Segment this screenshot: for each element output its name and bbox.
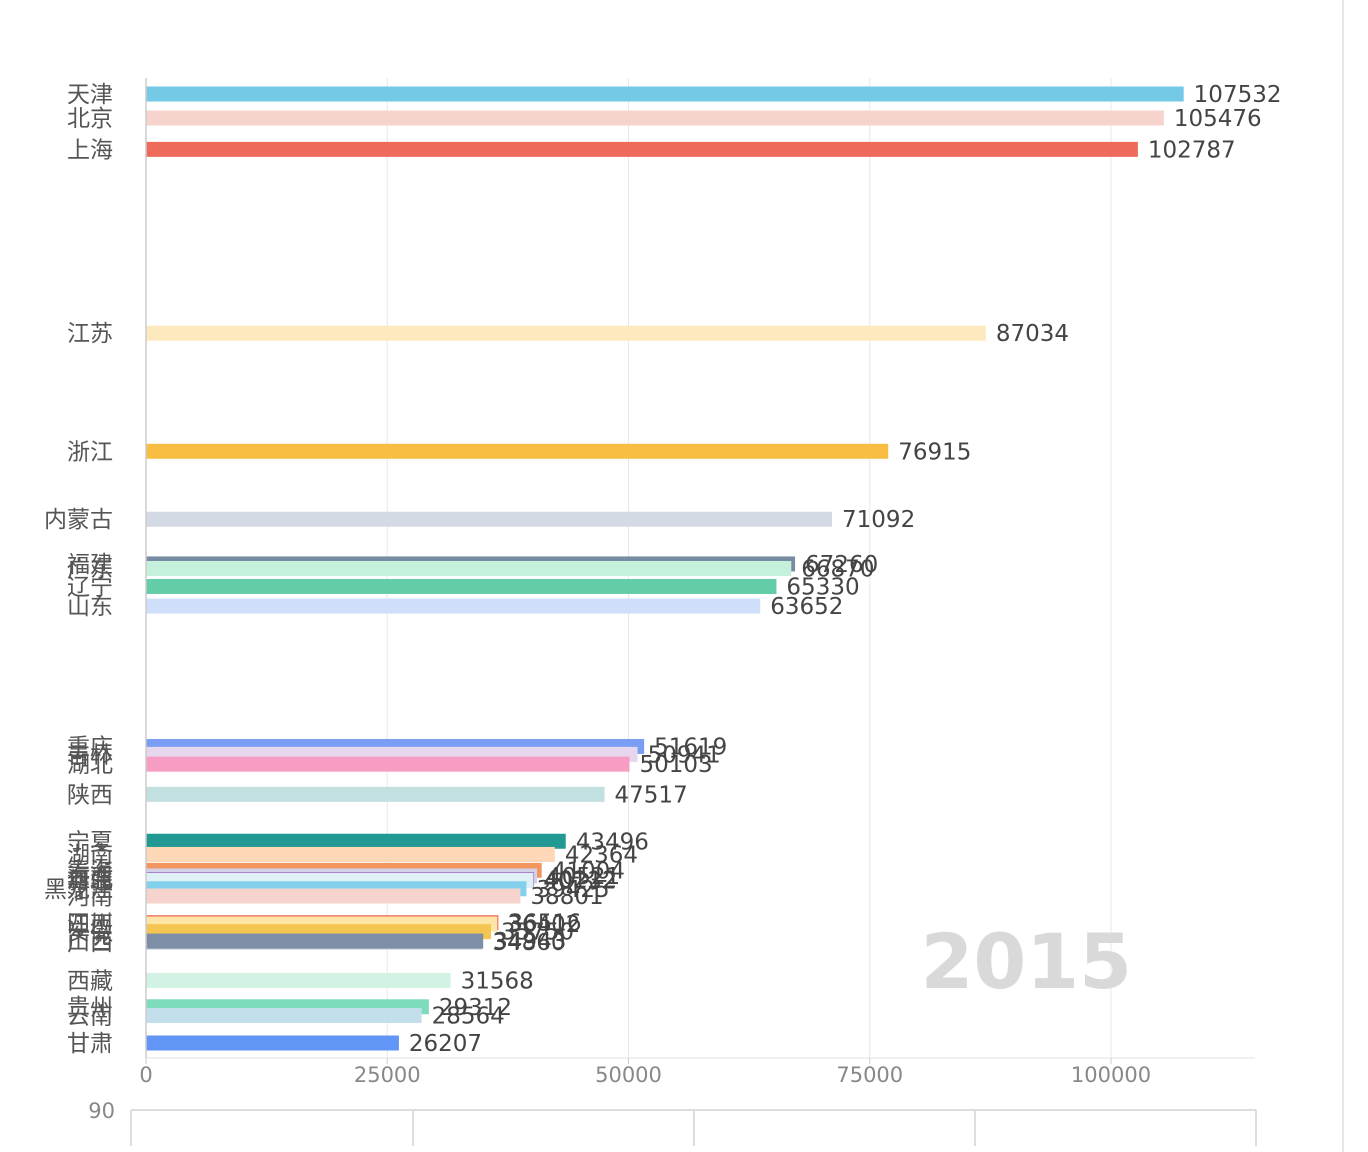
value-label: 40132 (543, 869, 616, 895)
x-tick-label: 25000 (354, 1063, 421, 1087)
bar[interactable] (146, 1007, 422, 1023)
x-tick-label: 75000 (836, 1063, 903, 1087)
category-label: 四川 (67, 911, 113, 937)
value-label: 105476 (1174, 106, 1262, 132)
x-axis-ticks: 0 25000 50000 75000 100000 (139, 1058, 1151, 1087)
value-label: 67260 (805, 552, 878, 578)
bar[interactable] (146, 141, 1138, 157)
bar[interactable] (146, 933, 484, 949)
year-label: 2015 (920, 917, 1132, 1006)
category-label: 湖南 (67, 842, 113, 868)
category-label: 甘肃 (67, 1031, 113, 1057)
bar[interactable] (146, 598, 761, 614)
value-label: 35750 (501, 920, 574, 946)
category-label: 江苏 (67, 321, 113, 347)
value-label: 36516 (508, 911, 581, 937)
bar[interactable] (146, 511, 833, 527)
bar[interactable] (146, 756, 630, 772)
category-label: 新疆 (67, 869, 113, 895)
category-label: 宁夏 (67, 829, 113, 855)
category-label: 安徽 (67, 920, 113, 946)
value-label: 107532 (1194, 82, 1282, 108)
value-label: 102787 (1148, 137, 1236, 163)
category-label: 浙江 (67, 439, 113, 465)
value-label: 29312 (439, 995, 512, 1021)
value-label: 42364 (565, 842, 638, 868)
bar[interactable] (146, 972, 451, 988)
bar-chart: 天津北京上海江苏浙江内蒙古福建广东辽宁山东重庆吉林湖北陕西宁夏湖南青海海南河北新… (44, 78, 1282, 1146)
category-labels: 天津北京上海江苏浙江内蒙古福建广东辽宁山东重庆吉林湖北陕西宁夏湖南青海海南河北新… (44, 82, 113, 1057)
value-label: 38801 (530, 884, 603, 910)
value-label: 65330 (786, 574, 859, 600)
category-label: 海南 (67, 864, 113, 890)
category-label: 北京 (67, 106, 113, 132)
value-label: 50103 (639, 752, 712, 778)
category-label: 陕西 (67, 782, 113, 808)
bar[interactable] (146, 888, 521, 904)
category-label: 辽宁 (67, 574, 113, 600)
value-label: 40212 (544, 868, 617, 894)
bar[interactable] (146, 1035, 399, 1051)
category-label: 河南 (67, 884, 113, 910)
category-label: 内蒙古 (44, 507, 113, 533)
value-label: 76915 (898, 439, 971, 465)
category-label: 山西 (67, 929, 113, 955)
category-label: 云南 (67, 1003, 113, 1029)
bars-group (146, 86, 1184, 1051)
page-scrollbar[interactable] (1342, 0, 1344, 1152)
category-label: 江西 (67, 912, 113, 938)
category-label: 西藏 (67, 968, 113, 994)
value-label: 40521 (547, 864, 620, 890)
category-label: 湖北 (67, 752, 113, 778)
category-label: 广西 (67, 930, 113, 956)
category-label: 吉林 (67, 742, 113, 768)
category-label: 重庆 (67, 734, 113, 760)
value-label: 31568 (461, 968, 534, 994)
value-label: 26207 (409, 1031, 482, 1057)
value-label: 34943 (493, 929, 566, 955)
category-label: 上海 (67, 137, 113, 163)
value-label: 71092 (842, 507, 915, 533)
value-label: 34860 (492, 930, 565, 956)
bar[interactable] (146, 443, 889, 459)
bar[interactable] (146, 560, 792, 576)
bar[interactable] (146, 578, 777, 594)
value-label: 87034 (996, 321, 1069, 347)
bar[interactable] (146, 786, 605, 802)
category-label: 黑龙江 (44, 877, 113, 903)
value-label: 66870 (801, 556, 874, 582)
x-tick-label: 100000 (1071, 1063, 1151, 1087)
category-label: 贵州 (67, 995, 113, 1021)
category-label: 河北 (67, 868, 113, 894)
category-label: 广东 (67, 556, 113, 582)
timeline-label: 90 (88, 1099, 115, 1123)
timeline-slider[interactable] (130, 1109, 1257, 1146)
value-label: 28564 (432, 1003, 505, 1029)
value-label: 39425 (536, 877, 609, 903)
x-tick-label: 50000 (595, 1063, 662, 1087)
bar[interactable] (146, 86, 1184, 102)
bar[interactable] (146, 833, 566, 849)
bar[interactable] (146, 325, 986, 341)
bar[interactable] (146, 110, 1164, 126)
value-label: 50941 (648, 742, 721, 768)
value-label: 63652 (770, 594, 843, 620)
value-label: 36402 (507, 912, 580, 938)
value-label: 51619 (654, 734, 727, 760)
category-label: 青海 (67, 858, 113, 884)
bar[interactable] (146, 846, 555, 862)
category-label: 福建 (67, 552, 113, 578)
value-label: 47517 (615, 782, 688, 808)
category-label: 山东 (67, 594, 113, 620)
x-tick-label: 0 (139, 1063, 152, 1087)
value-label: 41004 (552, 858, 625, 884)
category-label: 天津 (67, 82, 113, 108)
value-label: 43496 (576, 829, 649, 855)
